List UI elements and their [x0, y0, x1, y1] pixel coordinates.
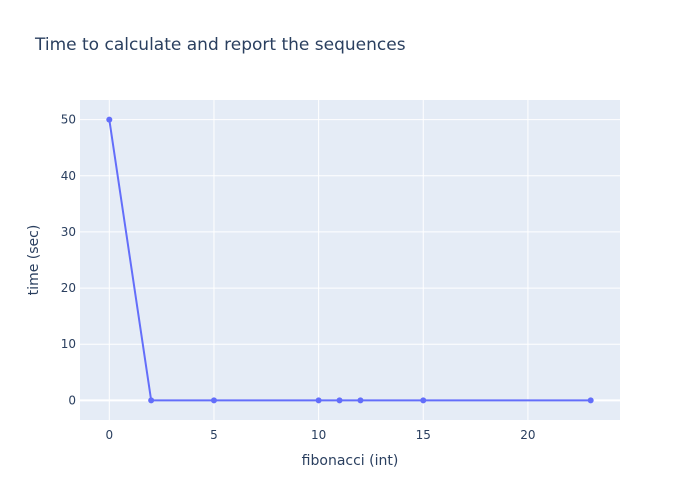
x-tick-label: 15	[416, 428, 431, 442]
data-point[interactable]	[210, 397, 217, 404]
y-tick-label: 0	[68, 393, 76, 407]
data-point[interactable]	[106, 116, 113, 123]
series-line	[108, 119, 591, 402]
data-point[interactable]	[315, 397, 322, 404]
x-tick-label: 10	[311, 428, 326, 442]
data-point[interactable]	[336, 397, 343, 404]
y-tick-label: 10	[61, 337, 76, 351]
y-tick-label: 50	[61, 113, 76, 127]
data-point[interactable]	[357, 397, 364, 404]
x-tick-label: 5	[210, 428, 218, 442]
series-layer	[106, 116, 594, 404]
plot-background	[80, 100, 620, 420]
y-axis-title: time (sec)	[26, 225, 42, 296]
y-tick-label: 20	[61, 281, 76, 295]
data-point[interactable]	[148, 397, 155, 404]
tick-labels: 0 5 10 15 20 0 10 20 30 40 50	[61, 113, 536, 442]
x-axis-title: fibonacci (int)	[302, 453, 399, 469]
data-point[interactable]	[420, 397, 427, 404]
x-tick-label: 20	[520, 428, 535, 442]
x-tick-label: 0	[105, 428, 113, 442]
chart-title: Time to calculate and report the sequenc…	[34, 35, 406, 55]
y-tick-label: 30	[61, 225, 76, 239]
data-point[interactable]	[587, 397, 594, 404]
y-tick-label: 40	[61, 169, 76, 183]
